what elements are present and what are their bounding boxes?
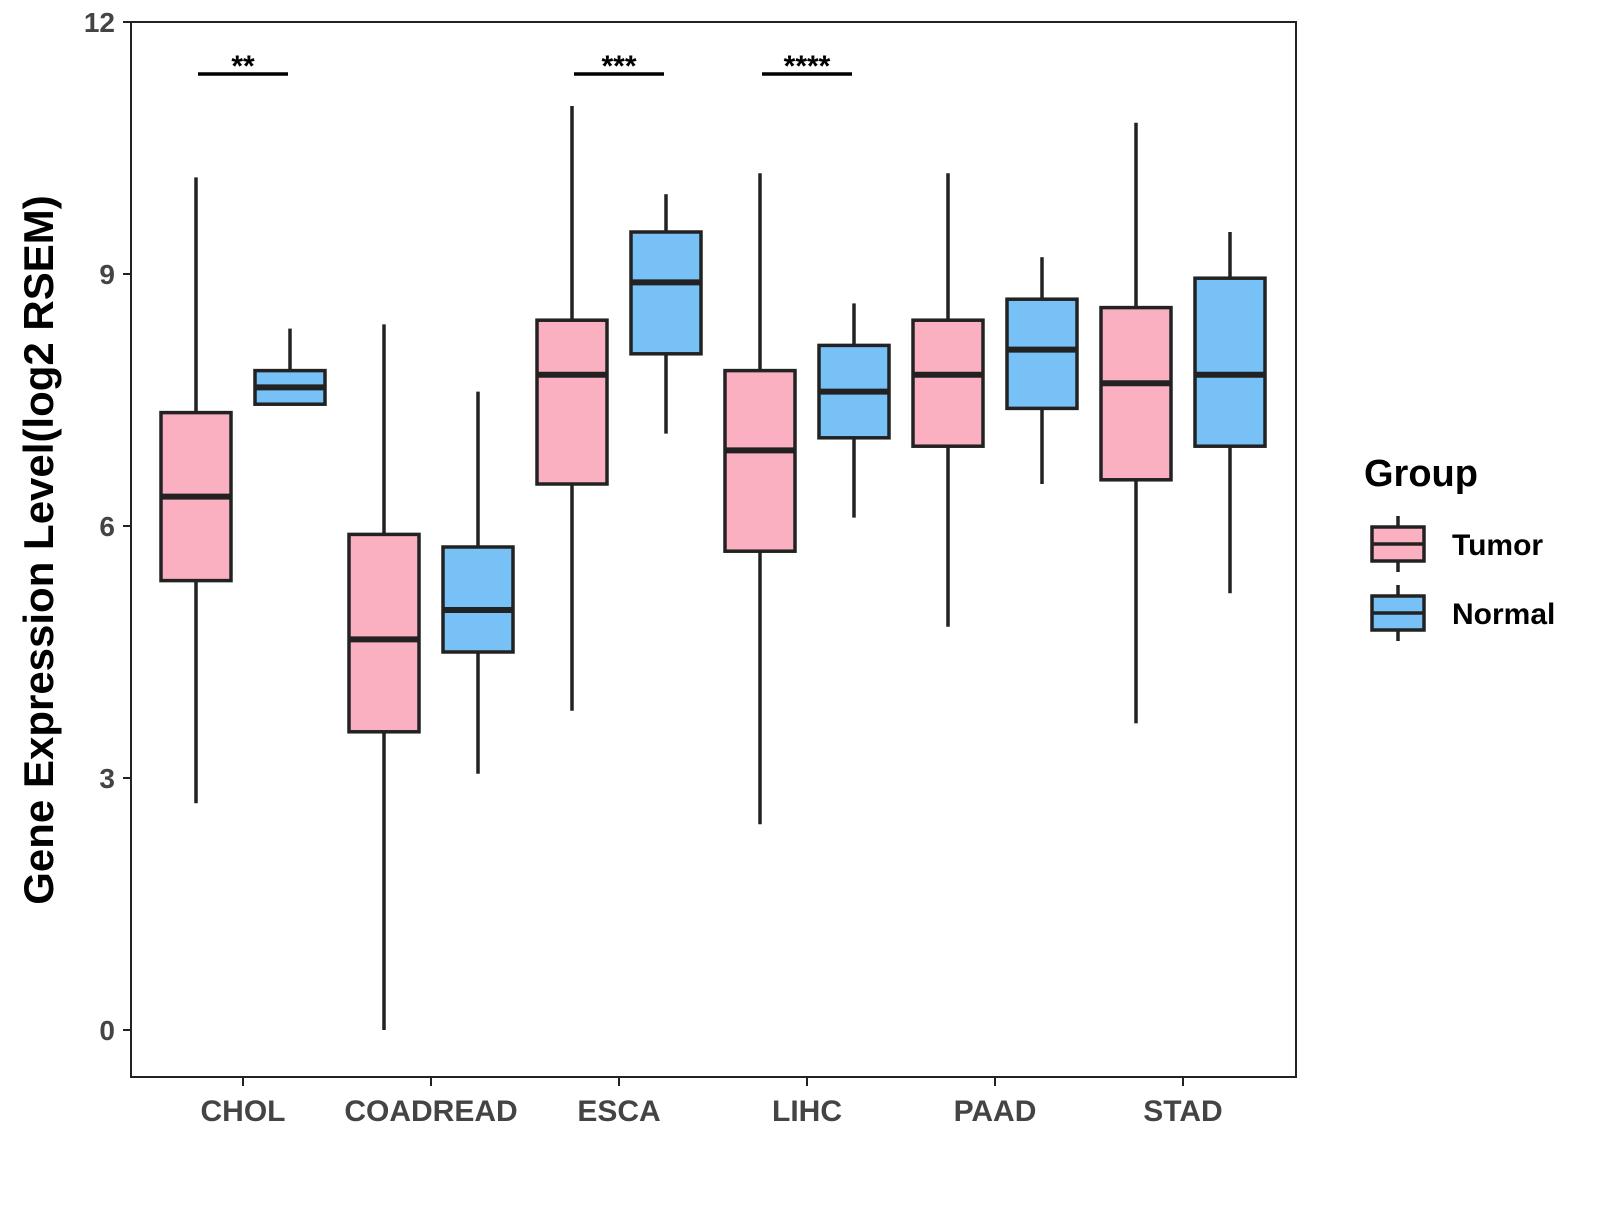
y-tick-label: 12 [84, 7, 115, 38]
box-body [1005, 297, 1079, 411]
x-axis: CHOL COADREAD ESCA LIHC PAAD STAD [201, 1077, 1223, 1128]
box-body [1099, 305, 1173, 482]
box-body [629, 230, 703, 356]
box-normal-stad [1193, 232, 1267, 594]
y-axis-title: Gene Expression Level(log2 RSEM) [15, 195, 62, 905]
box-tumor-lihc [723, 173, 797, 825]
box-normal-lihc [817, 303, 891, 518]
legend-label: Tumor [1452, 529, 1543, 562]
y-axis: 0 3 6 9 12 [84, 7, 131, 1046]
box-series [159, 106, 1267, 1030]
y-tick-label: 3 [99, 763, 115, 794]
box-tumor-paad [911, 173, 985, 627]
x-tick-label: PAAD [954, 1095, 1037, 1128]
x-tick-label: COADREAD [344, 1095, 517, 1128]
box-body [535, 318, 609, 486]
legend-item-tumor: Tumor [1370, 516, 1543, 572]
significance-annotations: ** *** **** [198, 50, 852, 83]
plot-panel [130, 21, 1297, 1078]
x-tick-label: CHOL [201, 1095, 286, 1128]
x-tick-label: LIHC [772, 1095, 842, 1128]
box-normal-esca [629, 194, 703, 434]
box-body [347, 532, 421, 734]
box-normal-chol [253, 328, 327, 406]
y-tick-label: 0 [99, 1015, 115, 1046]
significance-label: **** [784, 50, 831, 83]
box-normal-coadread [441, 391, 515, 774]
box-body [723, 368, 797, 553]
box-tumor-esca [535, 106, 609, 711]
box-tumor-chol [159, 177, 233, 804]
significance-label: ** [231, 50, 255, 83]
x-tick-label: STAD [1143, 1095, 1222, 1128]
legend-title: Group [1364, 453, 1478, 495]
legend: Group Tumor Normal [1364, 453, 1555, 641]
box-body [1193, 276, 1267, 448]
x-tick-label: ESCA [577, 1095, 660, 1128]
box-body [911, 318, 985, 448]
legend-label: Normal [1452, 598, 1555, 631]
y-tick-label: 9 [99, 259, 115, 290]
box-tumor-stad [1099, 122, 1173, 724]
box-normal-paad [1005, 257, 1079, 484]
significance-label: *** [601, 50, 636, 83]
legend-item-normal: Normal [1370, 585, 1555, 641]
box-tumor-coadread [347, 324, 421, 1030]
y-tick-label: 6 [99, 511, 115, 542]
box-body [441, 545, 515, 654]
